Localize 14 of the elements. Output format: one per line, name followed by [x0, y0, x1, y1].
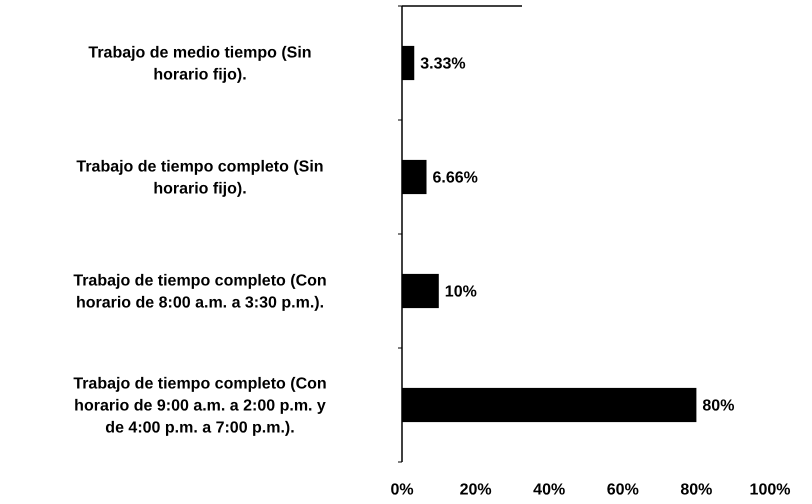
x-tick-label: 40% — [533, 481, 566, 498]
x-tick-label: 100% — [750, 481, 790, 498]
x-tick-label: 20% — [460, 481, 492, 498]
x-tick-label: 0% — [390, 481, 414, 498]
data-label: 3.33% — [420, 56, 466, 73]
y-tick-label: Trabajo de tiempo completo (Sin horario fijo). — [76, 158, 324, 198]
data-label: 6.66% — [432, 170, 478, 187]
x-tick-label: 60% — [606, 481, 639, 498]
y-tick-label: Trabajo de tiempo completo (Con horario de 9:00 a.m. a 2:00 p.m. y de 4:00 p.m. a 7:00 p.m.). — [73, 376, 327, 437]
y-tick-label: Trabajo de tiempo completo (Con horario de 8:00 a.m. a 3:30 p.m.). — [73, 272, 327, 312]
y-tick-label: Trabajo de medio tiempo (Sin horario fijo). — [88, 44, 312, 84]
data-label: 80% — [702, 398, 734, 415]
data-label: 10% — [444, 284, 477, 301]
x-tick-label: 80% — [680, 481, 712, 498]
